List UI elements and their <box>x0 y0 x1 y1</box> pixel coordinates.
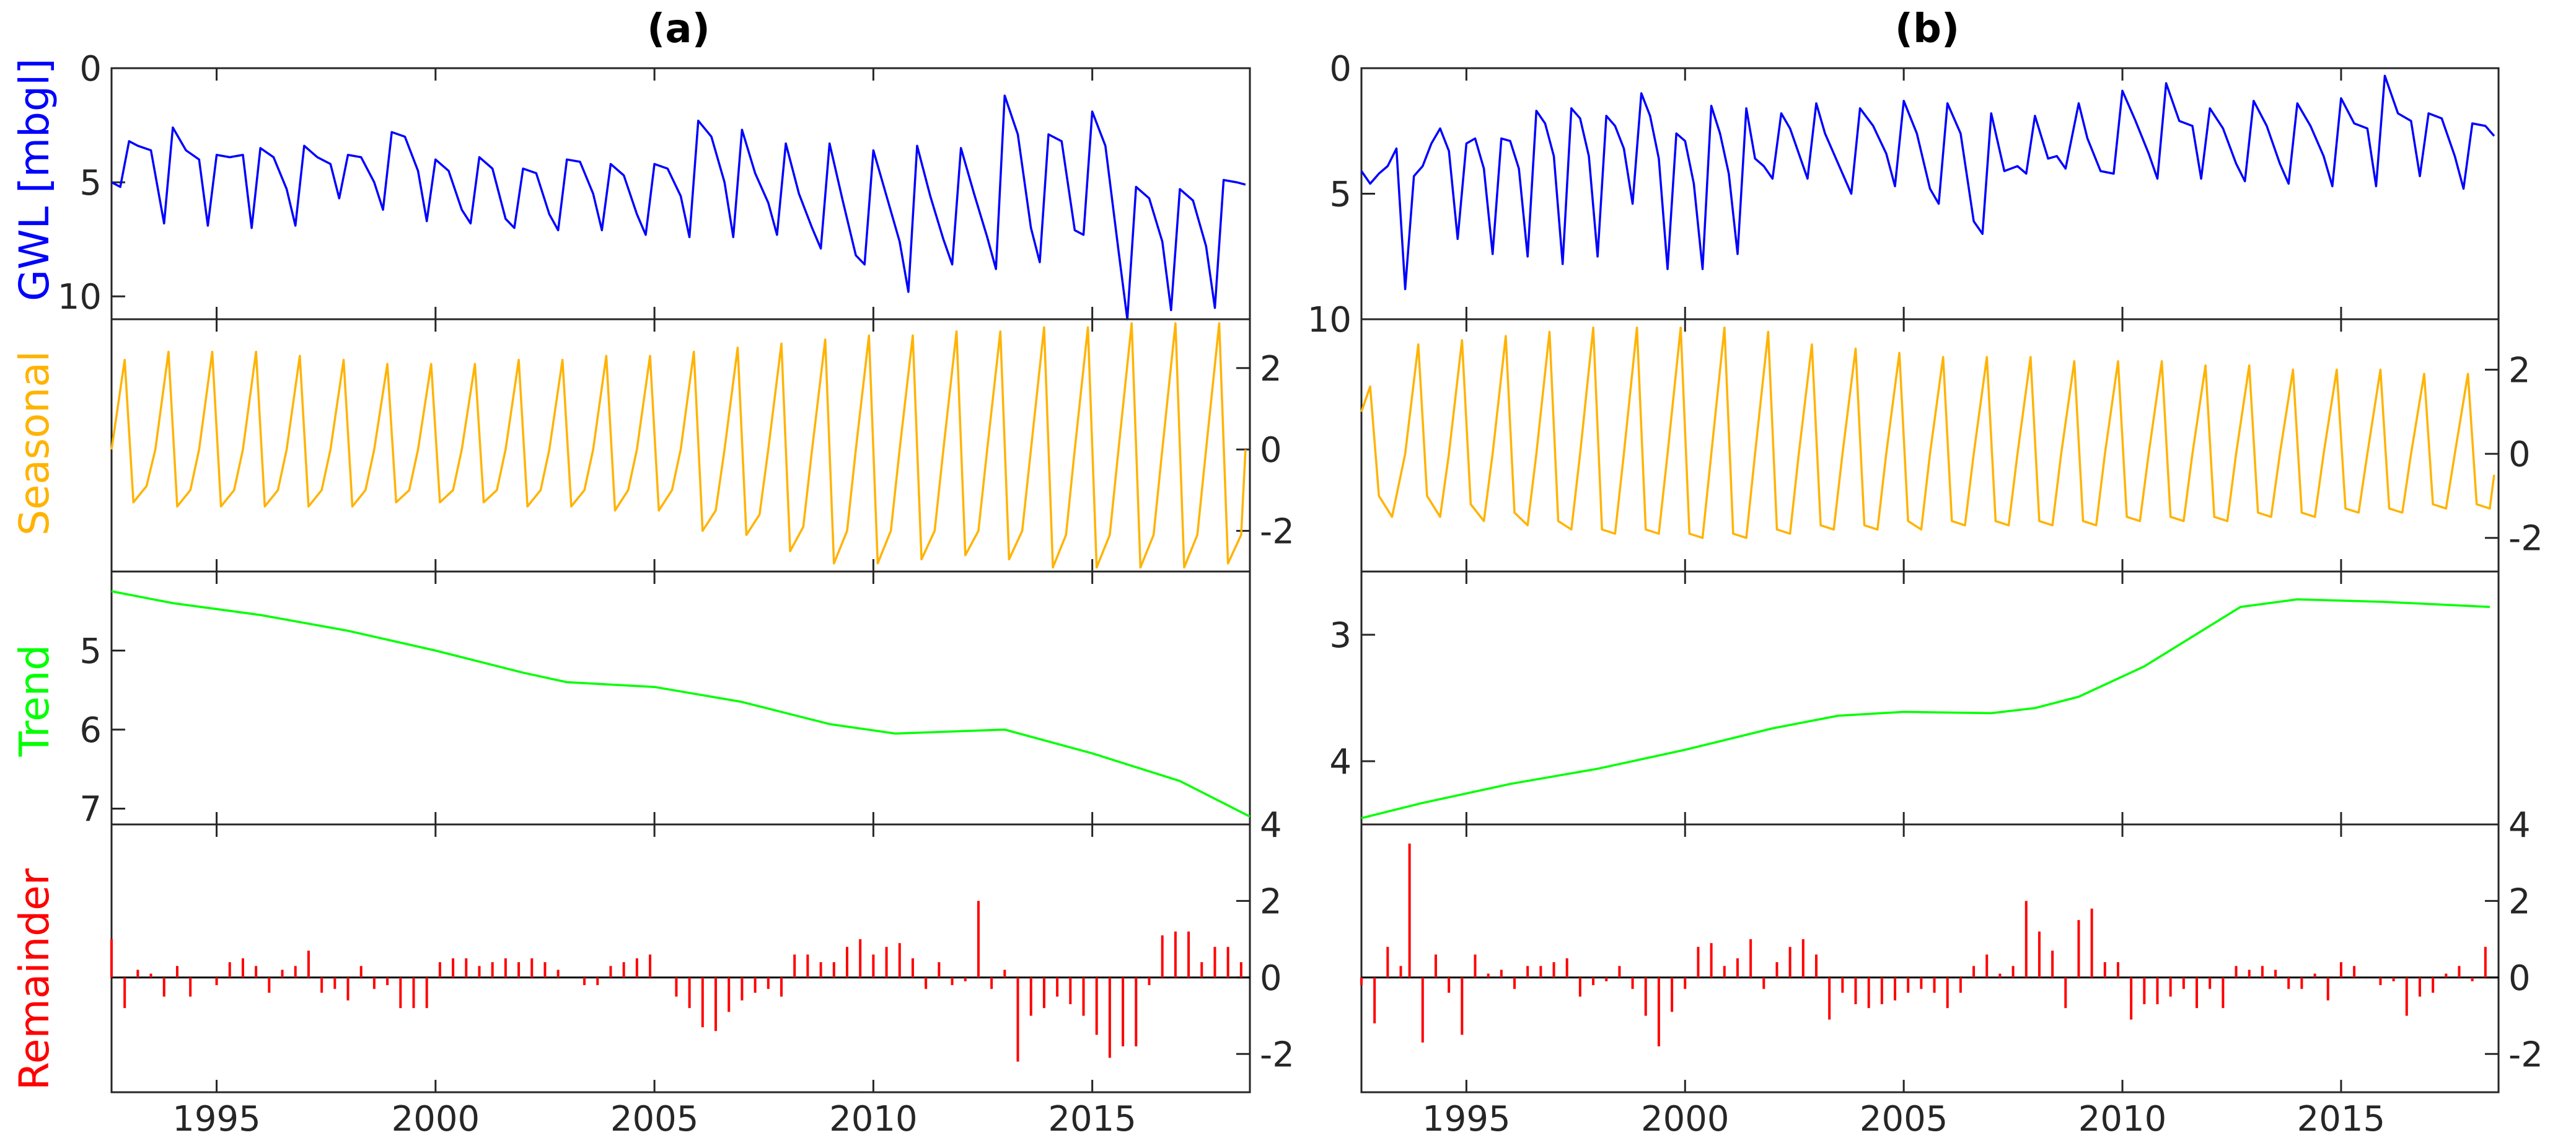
y-tick-label-a-gwl-2: 10 <box>58 277 102 317</box>
x-tick-label-a-1: 2000 <box>392 1099 480 1135</box>
y-tick-label-a-trend-2: 7 <box>79 790 102 830</box>
x-tick-label-a-0: 1995 <box>172 1099 261 1135</box>
axes-frame-b-seasonal <box>1360 318 2500 573</box>
x-tick-label-b-0: 1995 <box>1422 1099 1511 1135</box>
panel-title-b: (b) <box>1895 6 1959 52</box>
y-tick-label-b-remainder-2: 0 <box>2508 958 2531 999</box>
row-label-trend: Trend <box>11 645 58 757</box>
y-tick-label-b-seasonal-2: -2 <box>2508 519 2543 559</box>
y-tick-label-a-gwl-0: 0 <box>79 49 102 89</box>
y-tick-label-a-trend-1: 6 <box>79 710 102 751</box>
y-tick-label-a-remainder-0: 4 <box>1260 805 1282 846</box>
series-line-b-seasonal <box>1360 326 2495 539</box>
axes-frame-b-trend <box>1360 570 2500 826</box>
y-tick-label-b-seasonal-0: 2 <box>2508 350 2531 391</box>
x-tick-label-a-4: 2015 <box>1048 1099 1136 1135</box>
axes-frame-b-remainder <box>1360 823 2500 1093</box>
y-tick-label-a-seasonal-2: -2 <box>1260 511 1295 552</box>
x-tick-label-b-4: 2015 <box>2297 1099 2386 1135</box>
y-tick-label-a-remainder-2: 0 <box>1260 958 1282 999</box>
plot-area: 0 5 10 2 0 -2 5 6 7 4 2 0 -2 1995 2000 2005 2010 2015 0 5 10… <box>58 49 2543 1135</box>
series-line-a-seasonal <box>110 322 1247 569</box>
y-tick-label-b-trend-1: 4 <box>1329 742 1352 782</box>
y-tick-label-b-gwl-0: 0 <box>1329 49 1352 89</box>
series-line-a-trend <box>111 590 1251 818</box>
series-line-b-gwl <box>1360 74 2495 291</box>
row-label-gwl: GWL [mbgl] <box>11 58 58 301</box>
axes-frame-a-trend <box>110 570 1251 826</box>
panel-title-a: (a) <box>647 6 710 52</box>
row-label-remainder: Remainder <box>11 868 58 1090</box>
x-tick-label-b-3: 2010 <box>2078 1099 2167 1135</box>
y-tick-label-b-gwl-1: 5 <box>1329 175 1352 215</box>
y-tick-label-b-remainder-3: -2 <box>2508 1035 2543 1075</box>
row-label-seasonal: Seasonal <box>11 351 58 536</box>
y-tick-label-b-remainder-1: 2 <box>2508 881 2531 922</box>
y-tick-label-a-remainder-3: -2 <box>1260 1035 1295 1075</box>
y-tick-label-b-trend-0: 3 <box>1329 616 1352 656</box>
y-tick-label-b-seasonal-1: 0 <box>2508 435 2531 475</box>
series-line-b-trend <box>1361 598 2490 819</box>
x-tick-label-b-2: 2005 <box>1860 1099 1948 1135</box>
x-tick-label-b-1: 2000 <box>1641 1099 1730 1135</box>
y-tick-label-a-seasonal-1: 0 <box>1260 430 1282 470</box>
x-tick-label-a-2: 2005 <box>610 1099 699 1135</box>
y-tick-label-b-gwl-2: 10 <box>1308 300 1352 340</box>
y-tick-label-b-remainder-0: 4 <box>2508 805 2531 846</box>
y-tick-label-a-trend-0: 5 <box>79 632 102 672</box>
x-tick-label-a-3: 2010 <box>829 1099 918 1135</box>
y-tick-label-a-remainder-1: 2 <box>1260 881 1282 922</box>
y-tick-label-a-seasonal-0: 2 <box>1260 349 1282 389</box>
axes-frame-a-remainder <box>110 823 1251 1093</box>
y-tick-label-a-gwl-1: 5 <box>79 163 102 203</box>
series-line-a-gwl <box>111 94 1246 320</box>
